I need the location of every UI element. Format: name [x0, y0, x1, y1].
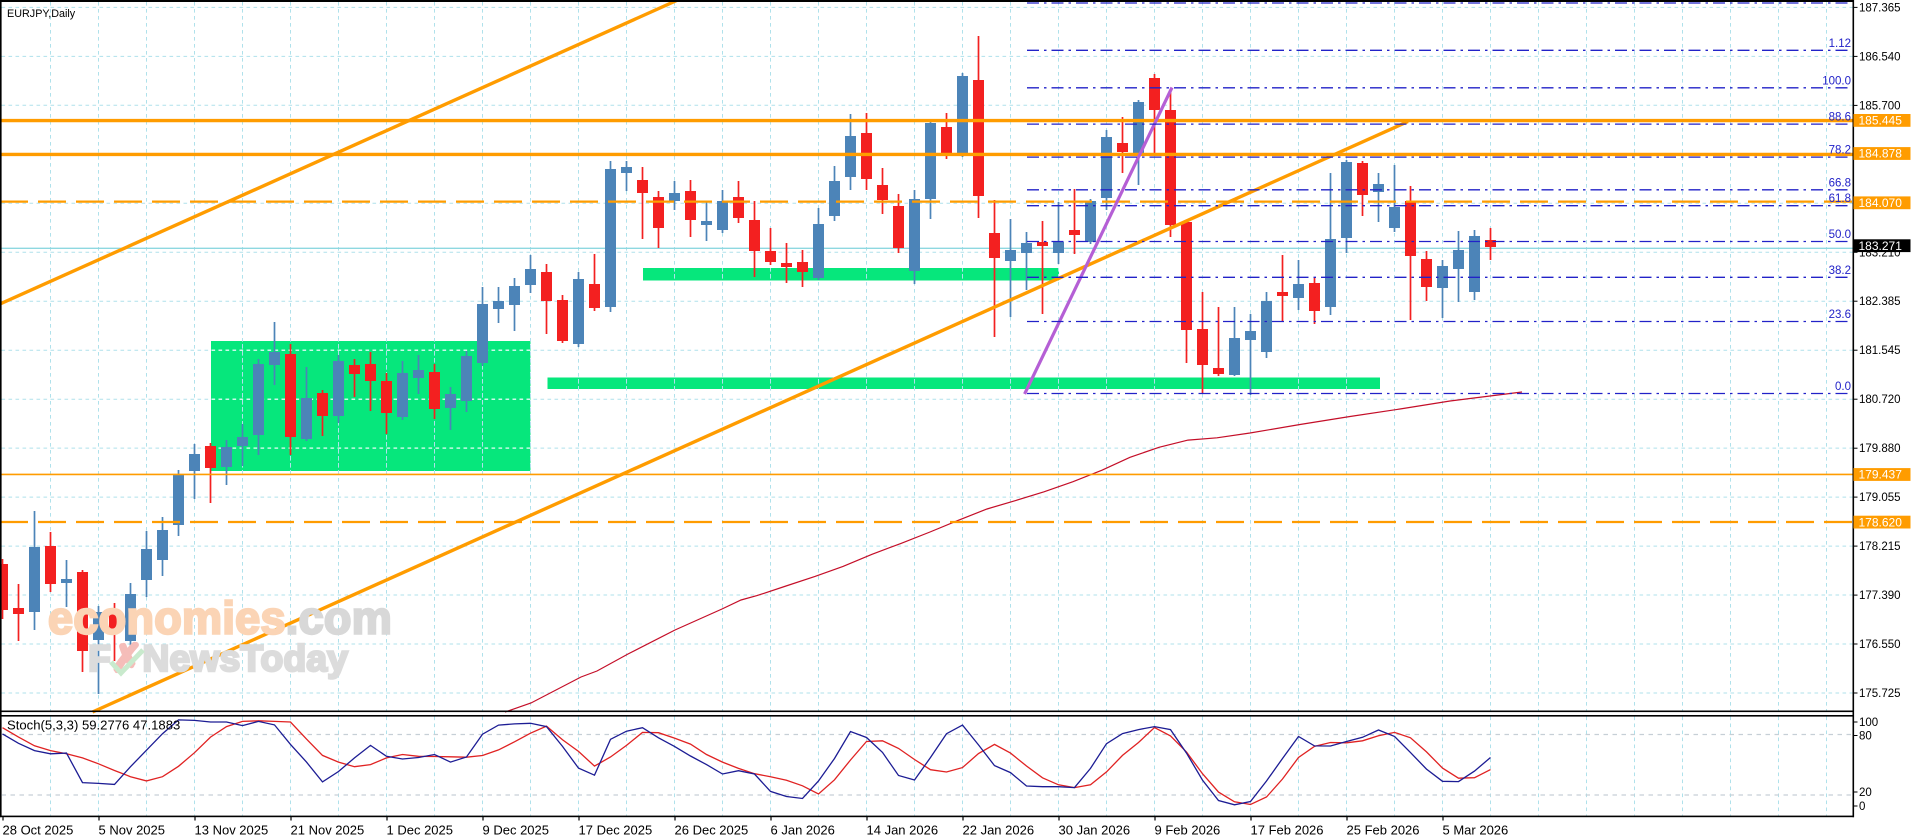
svg-text:178.215: 178.215 [1859, 541, 1901, 553]
svg-text:175.725: 175.725 [1859, 688, 1901, 700]
svg-text:184.070: 184.070 [1859, 196, 1903, 210]
svg-text:179.880: 179.880 [1859, 443, 1901, 455]
svg-text:179.055: 179.055 [1859, 492, 1901, 504]
svg-text:184.878: 184.878 [1859, 147, 1903, 161]
svg-text:21 Nov 2025: 21 Nov 2025 [291, 823, 365, 838]
svg-text:179.437: 179.437 [1859, 468, 1903, 482]
svg-text:181.545: 181.545 [1859, 345, 1901, 357]
svg-text:9 Feb 2026: 9 Feb 2026 [1155, 823, 1221, 838]
svg-text:14 Jan 2026: 14 Jan 2026 [867, 823, 939, 838]
svg-text:13 Nov 2025: 13 Nov 2025 [195, 823, 269, 838]
svg-text:EURJPY,Daily: EURJPY,Daily [7, 8, 76, 20]
svg-text:9 Dec 2025: 9 Dec 2025 [483, 823, 550, 838]
svg-text:22 Jan 2026: 22 Jan 2026 [963, 823, 1035, 838]
svg-text:0: 0 [1859, 801, 1865, 813]
svg-text:6 Jan 2026: 6 Jan 2026 [771, 823, 835, 838]
svg-text:186.540: 186.540 [1859, 51, 1901, 63]
svg-text:28 Oct 2025: 28 Oct 2025 [3, 823, 74, 838]
svg-text:177.390: 177.390 [1859, 590, 1901, 602]
svg-text:5 Nov 2025: 5 Nov 2025 [99, 823, 166, 838]
svg-text:17 Feb 2026: 17 Feb 2026 [1251, 823, 1324, 838]
svg-text:F✗NewsToday: F✗NewsToday [88, 637, 348, 679]
svg-text:66.8: 66.8 [1829, 177, 1851, 189]
svg-text:80: 80 [1859, 731, 1872, 743]
svg-text:38.2: 38.2 [1829, 265, 1851, 277]
svg-text:30 Jan 2026: 30 Jan 2026 [1059, 823, 1131, 838]
svg-text:180.720: 180.720 [1859, 394, 1901, 406]
svg-text:26 Dec 2025: 26 Dec 2025 [675, 823, 749, 838]
svg-text:Stoch(5,3,3) 59.2776 47.1883: Stoch(5,3,3) 59.2776 47.1883 [7, 718, 180, 733]
svg-text:78.2: 78.2 [1829, 145, 1851, 157]
svg-text:183.271: 183.271 [1859, 239, 1903, 253]
svg-text:20: 20 [1859, 787, 1872, 799]
svg-text:100: 100 [1859, 717, 1878, 729]
svg-text:61.8: 61.8 [1829, 193, 1851, 205]
svg-text:1.12: 1.12 [1829, 38, 1851, 50]
svg-text:0.0: 0.0 [1835, 381, 1851, 393]
svg-text:50.0: 50.0 [1829, 229, 1851, 241]
svg-text:1 Dec 2025: 1 Dec 2025 [387, 823, 454, 838]
svg-text:182.385: 182.385 [1859, 296, 1901, 308]
svg-text:5 Mar 2026: 5 Mar 2026 [1443, 823, 1509, 838]
svg-text:23.6: 23.6 [1829, 309, 1851, 321]
svg-text:176.550: 176.550 [1859, 639, 1901, 651]
svg-text:17 Dec 2025: 17 Dec 2025 [579, 823, 653, 838]
svg-text:185.445: 185.445 [1859, 114, 1903, 128]
svg-text:178.620: 178.620 [1859, 515, 1903, 529]
svg-text:25 Feb 2026: 25 Feb 2026 [1347, 823, 1420, 838]
svg-text:economies.com: economies.com [48, 593, 392, 644]
svg-text:100.0: 100.0 [1822, 75, 1851, 87]
svg-text:185.700: 185.700 [1859, 100, 1901, 112]
svg-text:187.365: 187.365 [1859, 2, 1901, 14]
svg-text:88.6: 88.6 [1829, 112, 1851, 124]
